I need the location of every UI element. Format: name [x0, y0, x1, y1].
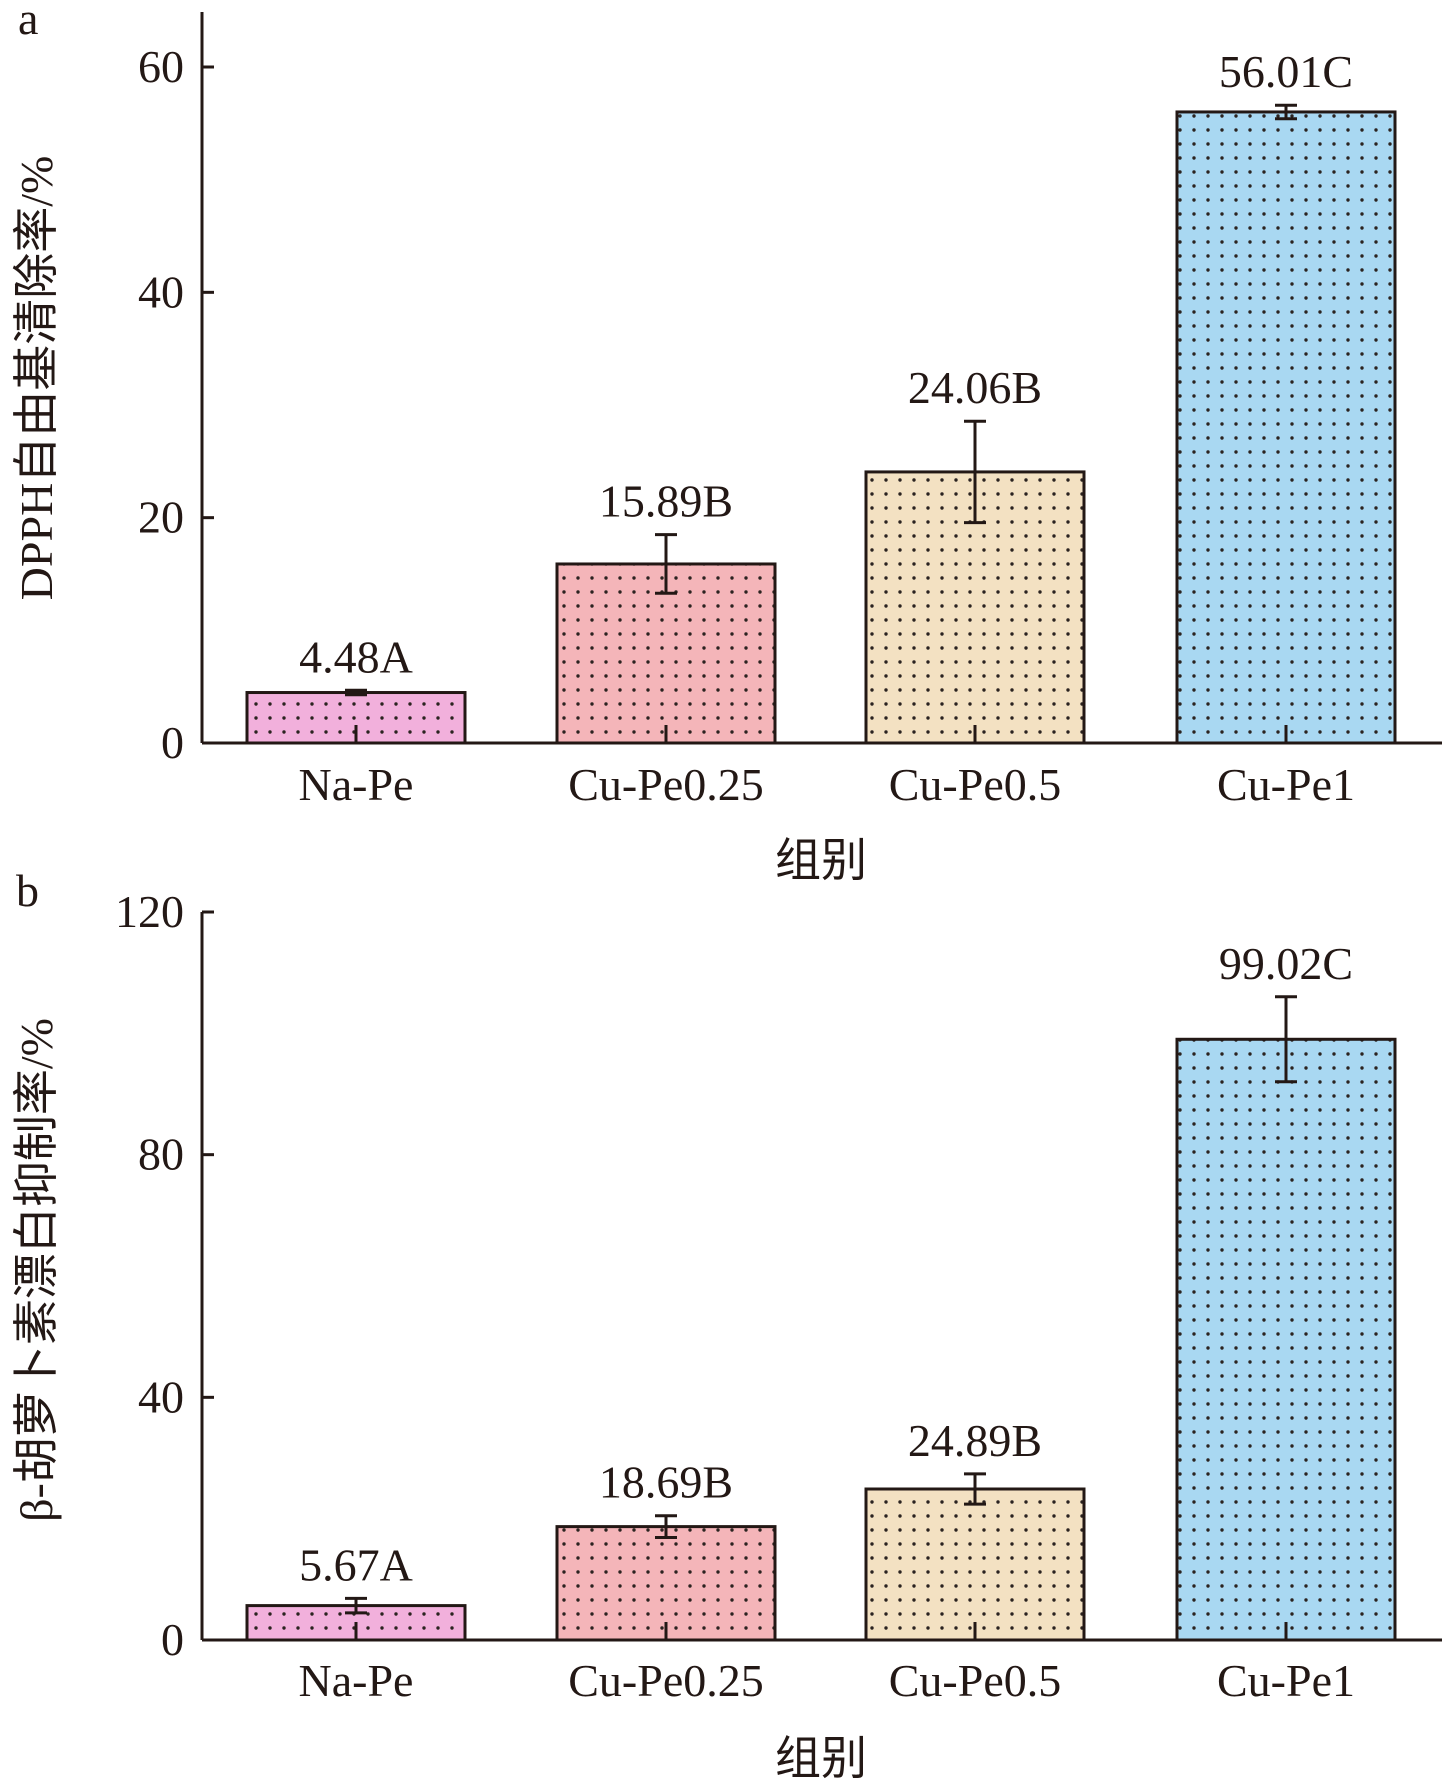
value-label: 5.67A — [299, 1539, 413, 1590]
y-tick-label: 120 — [115, 886, 184, 937]
value-label: 4.48A — [299, 631, 413, 682]
panel-b-y-ticks: 0 40 80 120 — [115, 886, 214, 1665]
x-tick-label: Na-Pe — [299, 1655, 414, 1706]
x-tick-label: Cu-Pe0.5 — [889, 759, 1062, 810]
bar-pattern — [864, 1487, 1086, 1642]
y-tick-label: 20 — [138, 492, 184, 543]
panel-a: a 0 20 40 60 4.48A 15.89B 24.06B 56.01C Na-Pe C… — [11, 0, 1442, 886]
y-tick-label: 0 — [161, 1614, 184, 1665]
panel-a-y-axis-title: DPPH自由基清除率/% — [11, 156, 62, 601]
bar-group: 56.01C — [1175, 46, 1397, 745]
bar-group: 4.48A — [245, 631, 467, 745]
y-tick-label: 60 — [138, 41, 184, 92]
value-label: 24.89B — [908, 1415, 1042, 1466]
x-tick-label: Cu-Pe0.5 — [889, 1655, 1062, 1706]
y-tick-label: 40 — [138, 266, 184, 317]
panel-a-letter: a — [18, 0, 38, 44]
y-tick-label: 40 — [138, 1371, 184, 1422]
bar-group: 99.02C — [1175, 938, 1397, 1642]
panel-b: b 0 40 80 120 5.67A 18.69B 24.89B 99.02C Na-Pe… — [11, 865, 1442, 1784]
bar-group: 18.69B — [555, 1457, 777, 1642]
bar-group: 24.06B — [864, 362, 1086, 745]
value-label: 24.06B — [908, 362, 1042, 413]
panel-b-y-axis-title: β-胡萝卜素漂白抑制率/% — [11, 1018, 62, 1522]
panel-b-letter: b — [16, 865, 39, 916]
y-tick-label: 80 — [138, 1129, 184, 1180]
bar-pattern — [1175, 1037, 1397, 1642]
x-tick-label: Cu-Pe0.25 — [568, 759, 764, 810]
value-label: 56.01C — [1219, 46, 1353, 97]
x-tick-label: Cu-Pe1 — [1217, 1655, 1355, 1706]
panel-a-category-labels: Na-Pe Cu-Pe0.25 Cu-Pe0.5 Cu-Pe1 — [299, 733, 1355, 810]
bar-pattern — [555, 1525, 777, 1642]
x-tick-label: Na-Pe — [299, 759, 414, 810]
value-label: 99.02C — [1219, 938, 1353, 989]
panel-a-y-ticks: 0 20 40 60 — [138, 41, 214, 768]
panel-a-x-axis-title: 组别 — [775, 835, 867, 886]
bar-pattern — [1175, 110, 1397, 745]
x-tick-label: Cu-Pe0.25 — [568, 1655, 764, 1706]
x-tick-label: Cu-Pe1 — [1217, 759, 1355, 810]
value-label: 18.69B — [599, 1457, 733, 1508]
y-tick-label: 0 — [161, 717, 184, 768]
panel-a-bars: 4.48A 15.89B 24.06B 56.01C — [245, 46, 1397, 745]
panel-b-category-labels: Na-Pe Cu-Pe0.25 Cu-Pe0.5 Cu-Pe1 — [299, 1630, 1355, 1706]
bar-group: 15.89B — [555, 476, 777, 745]
panel-b-bars: 5.67A 18.69B 24.89B 99.02C — [245, 938, 1397, 1642]
bar-group: 5.67A — [245, 1539, 467, 1642]
value-label: 15.89B — [599, 476, 733, 527]
bar-group: 24.89B — [864, 1415, 1086, 1642]
panel-b-x-axis-title: 组别 — [775, 1733, 867, 1784]
